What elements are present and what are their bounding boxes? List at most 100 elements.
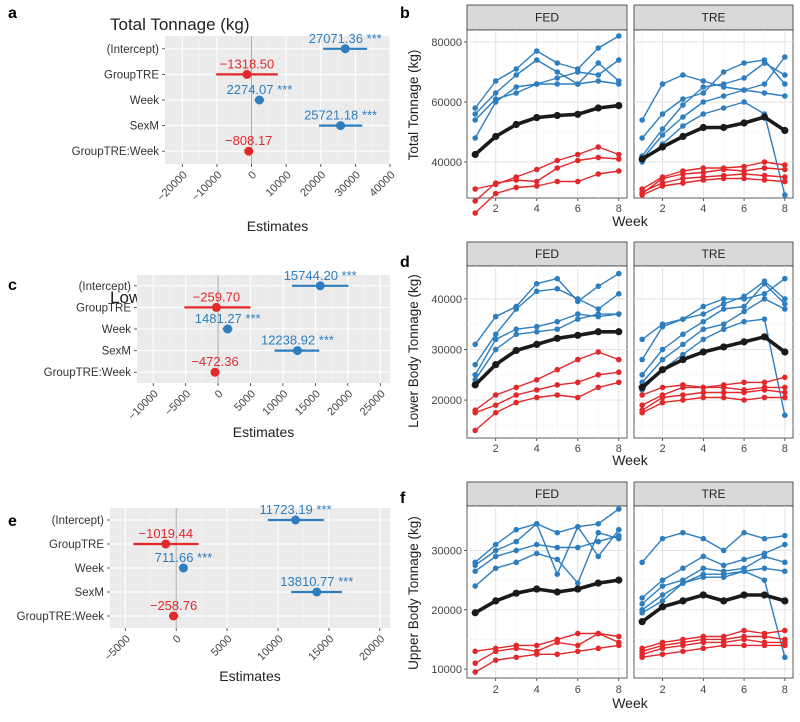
y-tick-label: 40000 [431, 157, 462, 169]
data-point [720, 123, 728, 132]
x-tick-label: 30000 [333, 169, 363, 199]
data-point [699, 123, 707, 132]
x-tick-label: 4 [534, 443, 540, 455]
x-tick-label: 6 [575, 684, 581, 696]
data-point [760, 591, 769, 599]
estimate-label: 2274.07 *** [227, 82, 293, 97]
x-tick-label: 2 [493, 203, 499, 215]
data-point [700, 645, 707, 652]
estimate-label: −472.36 [191, 354, 238, 369]
data-point [492, 346, 499, 353]
data-point [595, 311, 602, 317]
series-line-female [642, 629, 785, 649]
data-point [720, 642, 727, 649]
estimate-point [223, 324, 233, 334]
data-point [574, 642, 581, 649]
data-point [639, 117, 645, 123]
data-point [554, 275, 561, 282]
data-point [720, 81, 727, 87]
series-line-female [641, 177, 785, 196]
series-line-male [474, 35, 620, 109]
data-point [680, 392, 686, 398]
series-line-female [642, 644, 785, 658]
series-line-male [641, 532, 785, 563]
data-point [741, 171, 747, 177]
data-point [680, 175, 686, 182]
estimate-point [210, 367, 220, 377]
data-point [761, 296, 768, 302]
data-point [595, 171, 602, 177]
series-line-female [474, 644, 619, 673]
x-tick-label: −20000 [155, 169, 190, 204]
data-point [574, 151, 581, 158]
data-point [492, 402, 499, 408]
series-line-male [641, 278, 786, 340]
data-point [639, 371, 645, 378]
x-tick-label: 40000 [367, 169, 397, 199]
data-point [782, 162, 788, 168]
series-line-female [641, 173, 785, 193]
data-point [659, 132, 666, 138]
panel-letter-c: c [8, 277, 17, 294]
panel-letter-b: b [400, 5, 410, 22]
x-tick-label: 10000 [264, 169, 294, 199]
x-tick-label: 10000 [260, 388, 290, 418]
data-point [554, 178, 561, 185]
data-point [680, 96, 686, 102]
data-point [761, 90, 768, 96]
data-point [533, 550, 540, 557]
data-point [659, 384, 666, 391]
data-point [659, 81, 666, 87]
data-point [472, 198, 479, 204]
data-point [574, 379, 581, 386]
data-point [615, 369, 622, 376]
data-point [639, 402, 645, 408]
data-point [574, 69, 581, 75]
data-point [741, 529, 747, 536]
data-point [595, 60, 602, 66]
data-point [639, 654, 645, 661]
estimate-point [178, 563, 188, 573]
data-point [615, 151, 622, 158]
estimate-point [169, 611, 179, 621]
term-label: SexM [102, 346, 131, 358]
x-axis-title: Week [612, 695, 649, 711]
x-tick-label: 5000 [232, 388, 258, 414]
data-point [761, 565, 768, 572]
data-point [513, 538, 520, 545]
x-tick-label: 8 [616, 443, 622, 455]
data-point [513, 559, 520, 566]
data-point [781, 126, 789, 135]
data-point [554, 285, 561, 292]
data-point [700, 336, 707, 343]
data-point [471, 381, 479, 389]
data-point [720, 301, 727, 307]
data-point [615, 270, 622, 277]
data-point [553, 334, 561, 342]
data-point [513, 392, 520, 398]
data-point [472, 186, 479, 192]
term-label: SexM [130, 121, 159, 133]
estimate-point [211, 302, 221, 312]
data-point [574, 331, 582, 339]
x-tick-label: 8 [616, 684, 622, 696]
term-label: GroupTRE [104, 69, 159, 81]
data-point [638, 618, 646, 626]
data-point [472, 409, 479, 416]
series-line-male [641, 56, 786, 121]
data-point [472, 111, 479, 117]
data-point [492, 392, 499, 398]
data-point [638, 383, 646, 392]
data-point [492, 331, 499, 338]
data-point [761, 316, 768, 322]
term-label: GroupTRE [49, 539, 104, 551]
x-tick-label: −5000 [102, 633, 132, 663]
data-point [472, 341, 479, 348]
data-point [554, 75, 561, 81]
data-point [472, 660, 479, 666]
data-point [615, 356, 622, 363]
estimate-label: 711.66 *** [155, 550, 213, 565]
data-point [761, 535, 768, 542]
data-point [554, 366, 561, 373]
data-point [741, 303, 747, 310]
